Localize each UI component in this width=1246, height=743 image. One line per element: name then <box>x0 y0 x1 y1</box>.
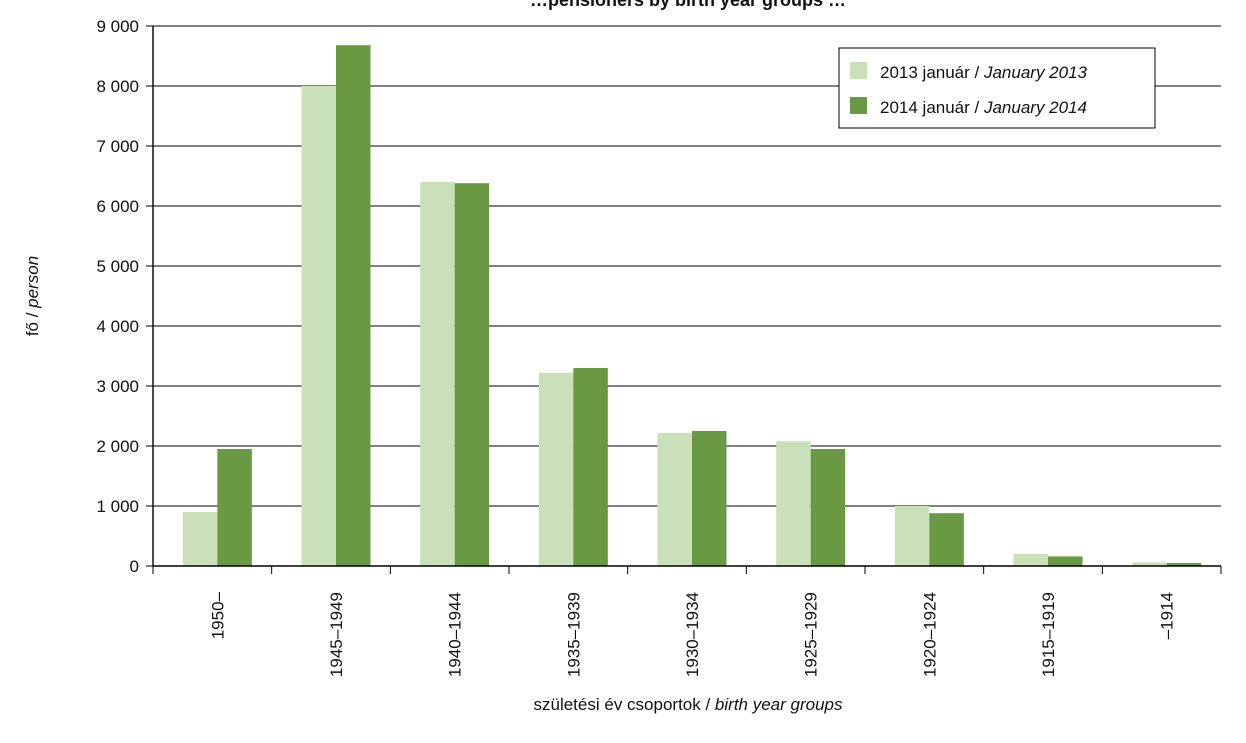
x-ticks: 1950– 1945–1949 1940–1944 1935–1939 1930–193… <box>152 566 1222 677</box>
y-tick-label: 8 000 <box>96 77 139 96</box>
bar-2014 <box>929 513 964 566</box>
x-tick-label: 1930–1934 <box>683 592 702 677</box>
y-tick-label: 4 000 <box>96 317 139 336</box>
legend-label-2014: 2014 január / January 2014 <box>880 98 1087 117</box>
y-tick-label: 0 <box>130 557 139 576</box>
bar-2013 <box>776 441 811 566</box>
bar-2014 <box>1048 556 1083 566</box>
bars <box>182 45 1202 566</box>
y-tick-label: 5 000 <box>96 257 139 276</box>
y-tick-label: 2 000 <box>96 437 139 456</box>
bar-2013 <box>420 182 455 566</box>
x-tick-label: 1925–1929 <box>802 592 821 677</box>
chart-title: …pensioners by birth year groups … <box>530 0 846 10</box>
bar-2013 <box>1132 562 1167 566</box>
x-axis-title: születési év csoportok / birth year grou… <box>534 695 843 714</box>
x-tick-label: 1945–1949 <box>327 592 346 677</box>
x-tick-label: 1940–1944 <box>446 592 465 677</box>
bar-2014 <box>336 45 371 566</box>
x-tick-label: 1950– <box>208 591 227 639</box>
legend-label-2013-en: January 2013 <box>983 63 1088 82</box>
bar-2014 <box>810 449 846 566</box>
x-axis-title-en: birth year groups <box>715 695 843 714</box>
legend-swatch-2013 <box>850 62 867 79</box>
y-tick-label: 6 000 <box>96 197 139 216</box>
bar-2014 <box>692 431 727 566</box>
x-axis-title-hu: születési év csoportok / <box>534 695 715 714</box>
legend-label-2013: 2013 január / January 2013 <box>880 63 1088 82</box>
bar-2014 <box>573 368 608 566</box>
bar-2013 <box>1013 554 1048 566</box>
x-tick-label: 1920–1924 <box>920 592 939 677</box>
bar-2013 <box>657 432 692 566</box>
y-axis-title-hu: fő / <box>23 308 42 336</box>
legend-box <box>838 47 1156 129</box>
legend: 2013 január / January 2013 2014 január /… <box>838 47 1156 129</box>
x-tick-label: –1914 <box>1158 592 1177 639</box>
legend-swatch-2014 <box>850 97 867 114</box>
legend-label-2014-en: January 2014 <box>983 98 1087 117</box>
y-tick-label: 7 000 <box>96 137 139 156</box>
legend-label-2014-hu: 2014 január / <box>880 98 984 117</box>
bar-2014 <box>217 449 252 566</box>
bar-2014 <box>454 183 490 566</box>
bar-2013 <box>894 506 930 566</box>
y-ticks: 0 1 000 2 000 3 000 4 000 5 000 6 000 7 000 8 00… <box>96 17 153 576</box>
y-tick-label: 9 000 <box>96 17 139 36</box>
y-tick-label: 3 000 <box>96 377 139 396</box>
y-tick-label: 1 000 <box>96 497 139 516</box>
x-tick-label: 1915–1919 <box>1039 592 1058 677</box>
axes <box>152 26 1221 567</box>
y-axis-title-en: person <box>23 256 42 309</box>
y-axis-title: fő / person <box>23 256 42 336</box>
x-tick-label: 1935–1939 <box>564 592 583 677</box>
legend-label-2013-hu: 2013 január / <box>880 63 984 82</box>
bar-2013 <box>301 86 336 566</box>
bar-2014 <box>1166 563 1202 566</box>
bar-2013 <box>182 512 218 566</box>
bar-2013 <box>538 372 574 566</box>
